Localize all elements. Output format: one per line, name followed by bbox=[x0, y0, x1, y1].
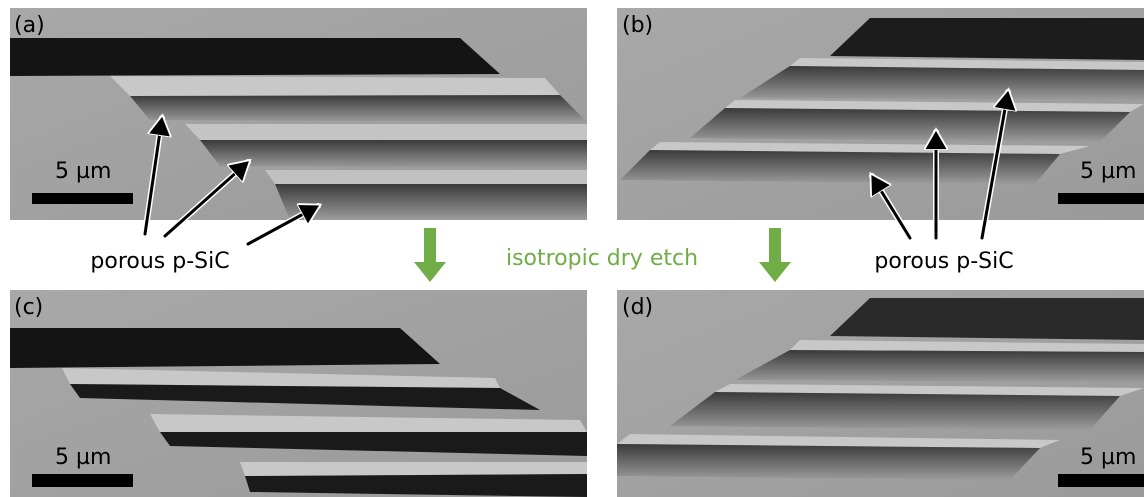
scale-bar bbox=[32, 193, 133, 204]
annotation-label: porous p-SiC bbox=[90, 249, 229, 274]
scale-bar bbox=[32, 474, 133, 487]
annotation-label: porous p-SiC bbox=[874, 249, 1013, 274]
panel-label: (c) bbox=[14, 295, 43, 320]
scale-bar bbox=[1058, 193, 1144, 204]
process-label: isotropic dry etch bbox=[506, 246, 698, 271]
panel-a-image bbox=[10, 8, 587, 220]
panel-label: (a) bbox=[14, 13, 45, 38]
panel-label: (b) bbox=[622, 13, 653, 38]
scale-bar-label: 5 µm bbox=[1080, 159, 1136, 184]
figure: (a) (b) (c) (d) 5 µm 5 µm 5 µm 5 µm bbox=[0, 0, 1144, 497]
scale-bar-label: 5 µm bbox=[55, 445, 111, 470]
panel-d-image bbox=[617, 290, 1144, 497]
scale-bar-label: 5 µm bbox=[55, 159, 111, 184]
scale-bar-label: 5 µm bbox=[1080, 445, 1136, 470]
panel-label: (d) bbox=[622, 295, 653, 320]
scale-bar bbox=[1058, 474, 1144, 487]
